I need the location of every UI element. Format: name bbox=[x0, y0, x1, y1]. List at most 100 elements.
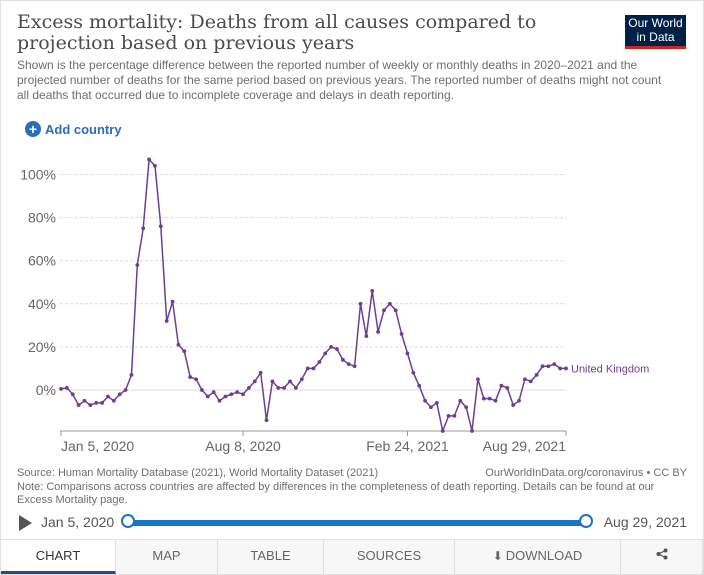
data-point bbox=[293, 385, 298, 390]
note-text: Note: Comparisons across countries are a… bbox=[17, 481, 655, 506]
data-point bbox=[59, 387, 63, 391]
data-point bbox=[123, 388, 128, 392]
chart-plot: 0% 20% 40% 60% 80% 100% Jan 5, 2020 Aug 8, 2020… bbox=[20, 157, 649, 454]
y-tick-label: 20% bbox=[28, 339, 56, 355]
license-link[interactable]: OurWorldInData.org/coronavirus • CC BY bbox=[485, 467, 687, 479]
data-point bbox=[382, 308, 386, 313]
timeline-end-label: Aug 29, 2021 bbox=[603, 514, 687, 530]
data-point bbox=[440, 429, 445, 433]
data-point bbox=[335, 347, 339, 351]
data-point bbox=[340, 357, 345, 362]
data-point bbox=[252, 379, 257, 384]
series-label: United Kingdom bbox=[571, 363, 649, 375]
x-tick-label: Feb 24, 2021 bbox=[366, 438, 449, 454]
tab-download[interactable]: ⬇ DOWNLOAD bbox=[455, 540, 621, 574]
data-point bbox=[346, 362, 351, 367]
data-point bbox=[147, 157, 151, 162]
timeline-end-handle[interactable] bbox=[579, 514, 593, 528]
add-country-button[interactable]: + Add country bbox=[25, 121, 122, 137]
timeline-start-handle[interactable] bbox=[121, 514, 135, 528]
x-tick-label: Aug 8, 2020 bbox=[205, 438, 281, 454]
data-point bbox=[358, 301, 363, 306]
data-point bbox=[258, 370, 263, 375]
data-point bbox=[311, 366, 316, 371]
data-point bbox=[288, 379, 292, 384]
data-point bbox=[111, 398, 116, 403]
download-icon: ⬇ bbox=[492, 549, 503, 563]
data-point bbox=[511, 403, 516, 407]
x-tick-label: Aug 29, 2021 bbox=[483, 438, 567, 454]
data-point bbox=[176, 342, 181, 347]
data-point bbox=[223, 394, 228, 399]
data-point bbox=[141, 226, 146, 231]
data-point bbox=[211, 390, 216, 395]
data-point bbox=[393, 308, 398, 313]
data-point bbox=[182, 349, 187, 354]
play-icon[interactable] bbox=[19, 515, 32, 531]
data-point bbox=[82, 398, 87, 403]
data-point bbox=[376, 329, 380, 334]
y-tick-label: 100% bbox=[20, 167, 56, 183]
data-point bbox=[153, 163, 157, 168]
data-point bbox=[158, 224, 163, 229]
add-country-label: Add country bbox=[45, 121, 122, 137]
data-point bbox=[317, 360, 322, 364]
data-point bbox=[387, 301, 392, 306]
share-icon bbox=[656, 548, 667, 560]
x-tick-label: Jan 5, 2020 bbox=[61, 438, 134, 454]
data-point bbox=[405, 351, 410, 356]
data-point bbox=[493, 398, 498, 403]
data-point bbox=[540, 364, 545, 369]
y-tick-label: 60% bbox=[28, 253, 56, 269]
data-point bbox=[411, 370, 416, 375]
data-point bbox=[64, 385, 69, 390]
data-point bbox=[364, 334, 369, 339]
data-point bbox=[552, 362, 557, 367]
tab-map-label: MAP bbox=[152, 548, 181, 563]
data-point bbox=[276, 385, 281, 390]
tab-sources[interactable]: SOURCES bbox=[324, 540, 455, 574]
chart-subtitle: Shown is the percentage difference betwe… bbox=[17, 58, 662, 102]
data-point bbox=[487, 396, 492, 401]
owid-logo[interactable]: Our World in Data bbox=[625, 15, 686, 49]
data-point bbox=[76, 403, 81, 407]
data-point bbox=[305, 366, 310, 371]
data-point bbox=[534, 373, 539, 377]
data-point bbox=[217, 398, 222, 403]
tab-chart-label: CHART bbox=[35, 548, 81, 563]
tab-table[interactable]: TABLE bbox=[218, 540, 324, 574]
data-point bbox=[370, 288, 375, 293]
chart-title: Excess mortality: Deaths from all causes… bbox=[17, 11, 537, 54]
timeline-track[interactable] bbox=[127, 520, 587, 526]
tab-bar: CHART MAP TABLE SOURCES ⬇ DOWNLOAD bbox=[1, 539, 703, 574]
data-point bbox=[270, 379, 275, 384]
data-point bbox=[241, 392, 245, 397]
data-point bbox=[205, 394, 210, 399]
data-point bbox=[100, 401, 105, 405]
tab-chart[interactable]: CHART bbox=[1, 540, 116, 574]
data-point bbox=[464, 405, 469, 410]
data-point bbox=[88, 403, 93, 407]
data-point bbox=[399, 332, 404, 336]
tab-download-label: DOWNLOAD bbox=[505, 548, 583, 563]
data-point bbox=[429, 405, 433, 410]
data-point bbox=[434, 401, 439, 405]
data-point bbox=[499, 383, 504, 388]
y-tick-label: 40% bbox=[28, 296, 56, 312]
data-point bbox=[200, 388, 204, 392]
plus-icon: + bbox=[25, 121, 41, 137]
tab-sources-label: SOURCES bbox=[356, 548, 422, 563]
data-point bbox=[70, 392, 75, 397]
data-point bbox=[329, 345, 334, 349]
data-point bbox=[247, 385, 251, 390]
tab-map[interactable]: MAP bbox=[116, 540, 218, 574]
data-point bbox=[564, 366, 568, 371]
data-point bbox=[458, 398, 463, 403]
data-point bbox=[528, 379, 533, 384]
data-point bbox=[264, 418, 269, 423]
source-text: Source: Human Mortality Database (2021),… bbox=[17, 467, 379, 479]
y-tick-label: 0% bbox=[36, 382, 56, 398]
share-button[interactable] bbox=[621, 540, 703, 574]
data-point bbox=[558, 366, 563, 371]
data-point bbox=[194, 377, 198, 382]
